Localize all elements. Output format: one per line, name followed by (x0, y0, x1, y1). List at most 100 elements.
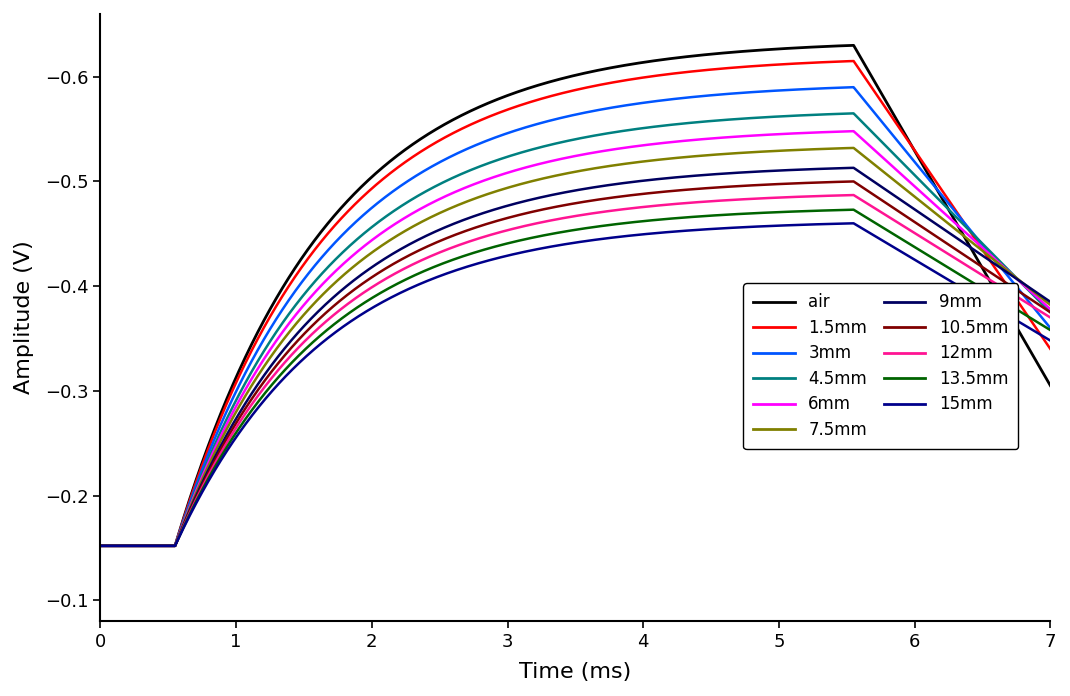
7.5mm (531, 175, 544, 184)
air (1016, 334, 1029, 342)
12mm (842, 191, 855, 199)
air (846, 41, 859, 49)
9mm (1044, 298, 1057, 306)
3mm (94, 541, 107, 550)
15mm (846, 219, 859, 228)
6mm (1016, 280, 1029, 288)
15mm (531, 245, 544, 253)
12mm (846, 191, 859, 199)
4.5mm (556, 138, 569, 146)
3mm (842, 84, 855, 92)
10.5mm (142, 541, 155, 550)
6mm (556, 155, 569, 163)
3mm (531, 120, 544, 128)
15mm (1044, 336, 1057, 345)
4.5mm (142, 541, 155, 550)
10.5mm (846, 177, 859, 186)
7.5mm (556, 170, 569, 178)
Legend: air, 1.5mm, 3mm, 4.5mm, 6mm, 7.5mm, 9mm, 10.5mm, 12mm, 13.5mm, 15mm: air, 1.5mm, 3mm, 4.5mm, 6mm, 7.5mm, 9mm,… (744, 283, 1019, 449)
12mm (1016, 296, 1029, 305)
9mm (94, 541, 107, 550)
1.5mm (842, 57, 855, 65)
air (531, 81, 544, 90)
7.5mm (846, 144, 859, 152)
15mm (142, 541, 155, 550)
7.5mm (1044, 301, 1057, 309)
6mm (846, 127, 859, 135)
9mm (846, 164, 859, 172)
Line: 13.5mm: 13.5mm (101, 209, 1051, 546)
air (94, 541, 107, 550)
10.5mm (94, 541, 107, 550)
10.5mm (556, 201, 569, 209)
Y-axis label: Amplitude (V): Amplitude (V) (14, 241, 34, 395)
3mm (846, 83, 859, 91)
1.5mm (142, 541, 155, 550)
3mm (556, 113, 569, 122)
10.5mm (1044, 308, 1057, 317)
7.5mm (1016, 279, 1029, 287)
4.5mm (846, 109, 859, 118)
1.5mm (1044, 345, 1057, 353)
10.5mm (531, 207, 544, 215)
1.5mm (94, 541, 107, 550)
3mm (142, 541, 155, 550)
15mm (94, 541, 107, 550)
12mm (94, 541, 107, 550)
Line: 3mm: 3mm (101, 87, 1051, 546)
15mm (556, 241, 569, 249)
15mm (1016, 320, 1029, 329)
7.5mm (842, 144, 855, 152)
Line: 10.5mm: 10.5mm (101, 182, 1051, 546)
7.5mm (94, 541, 107, 550)
4.5mm (842, 109, 855, 118)
10.5mm (1016, 290, 1029, 298)
4.5mm (1016, 280, 1029, 289)
3mm (1016, 290, 1029, 299)
air (1016, 335, 1029, 343)
9mm (531, 194, 544, 203)
13.5mm (1016, 309, 1029, 317)
Line: 6mm: 6mm (101, 131, 1051, 546)
3mm (1016, 291, 1029, 299)
6mm (1016, 280, 1029, 289)
10.5mm (1016, 290, 1029, 299)
9mm (142, 541, 155, 550)
13.5mm (1016, 309, 1029, 317)
12mm (142, 541, 155, 550)
1.5mm (846, 57, 859, 65)
6mm (842, 127, 855, 136)
7.5mm (142, 541, 155, 550)
6mm (1044, 305, 1057, 313)
air (556, 74, 569, 83)
12mm (531, 219, 544, 228)
1.5mm (1016, 305, 1029, 313)
9mm (1016, 279, 1029, 287)
1.5mm (1016, 304, 1029, 313)
4.5mm (1016, 280, 1029, 289)
Line: 4.5mm: 4.5mm (101, 113, 1051, 546)
9mm (842, 164, 855, 172)
Line: air: air (101, 45, 1051, 546)
4.5mm (94, 541, 107, 550)
13.5mm (1044, 326, 1057, 334)
6mm (142, 541, 155, 550)
6mm (94, 541, 107, 550)
3mm (1044, 324, 1057, 332)
12mm (1016, 296, 1029, 305)
1.5mm (556, 89, 569, 97)
Line: 15mm: 15mm (101, 223, 1051, 546)
13.5mm (556, 228, 569, 236)
9mm (1016, 279, 1029, 287)
Line: 7.5mm: 7.5mm (101, 148, 1051, 546)
13.5mm (846, 205, 859, 214)
15mm (1016, 320, 1029, 329)
Line: 12mm: 12mm (101, 195, 1051, 546)
Line: 1.5mm: 1.5mm (101, 61, 1051, 546)
7.5mm (1016, 279, 1029, 287)
4.5mm (531, 144, 544, 152)
13.5mm (94, 541, 107, 550)
X-axis label: Time (ms): Time (ms) (519, 662, 631, 682)
Line: 9mm: 9mm (101, 168, 1051, 546)
air (142, 541, 155, 550)
